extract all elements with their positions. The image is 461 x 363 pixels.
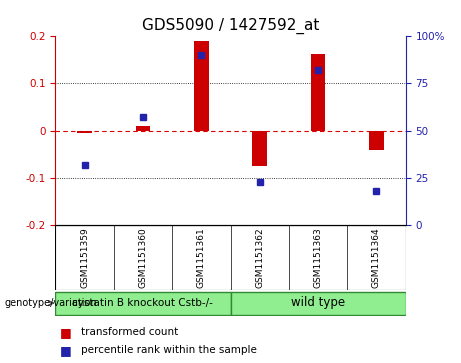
Text: genotype/variation: genotype/variation	[5, 298, 97, 308]
Bar	[77, 131, 92, 133]
Bar	[311, 54, 325, 131]
Bar	[253, 131, 267, 166]
Title: GDS5090 / 1427592_at: GDS5090 / 1427592_at	[142, 17, 319, 33]
Bar	[136, 126, 150, 131]
FancyBboxPatch shape	[230, 292, 406, 314]
Bar	[194, 41, 208, 131]
Text: GSM1151364: GSM1151364	[372, 227, 381, 288]
Text: transformed count: transformed count	[81, 327, 178, 337]
Bar	[369, 131, 384, 150]
Text: GSM1151361: GSM1151361	[197, 227, 206, 288]
Text: ■: ■	[60, 326, 71, 339]
FancyBboxPatch shape	[55, 292, 230, 314]
Text: GSM1151360: GSM1151360	[138, 227, 148, 288]
Text: cystatin B knockout Cstb-/-: cystatin B knockout Cstb-/-	[72, 298, 213, 307]
Text: GSM1151362: GSM1151362	[255, 227, 264, 288]
Text: wild type: wild type	[291, 296, 345, 309]
Text: GSM1151359: GSM1151359	[80, 227, 89, 288]
Text: GSM1151363: GSM1151363	[313, 227, 323, 288]
Text: ■: ■	[60, 344, 71, 357]
Text: percentile rank within the sample: percentile rank within the sample	[81, 345, 257, 355]
